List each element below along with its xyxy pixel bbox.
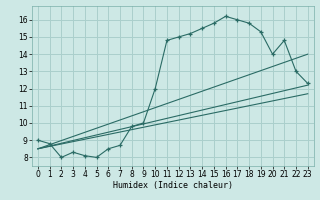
X-axis label: Humidex (Indice chaleur): Humidex (Indice chaleur) [113,181,233,190]
